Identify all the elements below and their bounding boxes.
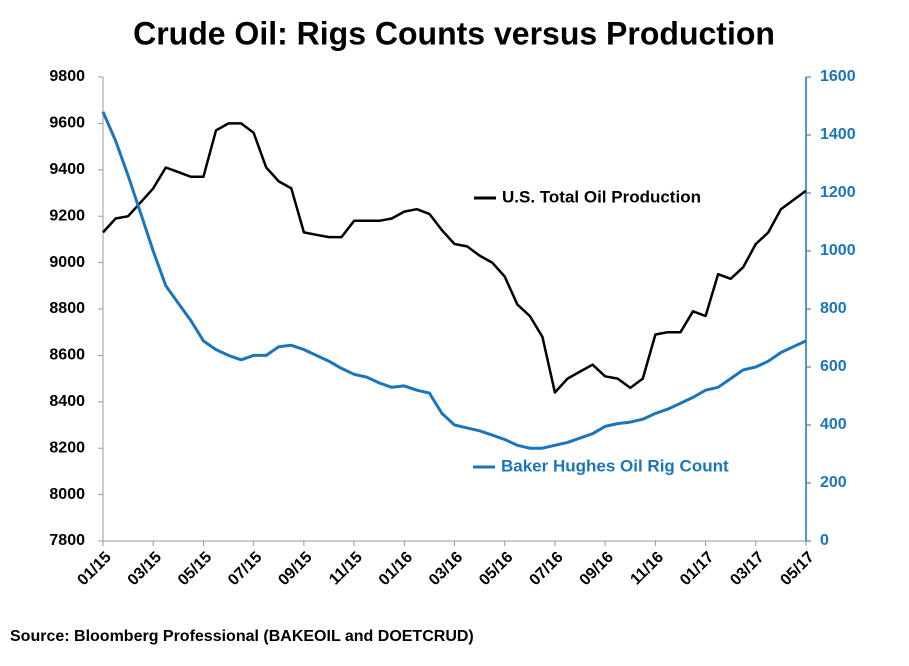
data-line — [102, 122, 807, 394]
y2-tick-label: 200 — [820, 474, 847, 491]
x-tick-label: 01/16 — [376, 549, 416, 589]
x-tick-label: 11/16 — [627, 549, 667, 589]
x-tick-label: 05/16 — [476, 549, 516, 589]
y2-tick-label: 1600 — [820, 68, 856, 85]
legend-label: U.S. Total Oil Production — [502, 187, 701, 206]
x-tick-label: 03/17 — [727, 549, 767, 589]
chart-title: Crude Oil: Rigs Counts versus Production — [133, 15, 775, 51]
x-tick-label: 09/16 — [577, 549, 617, 589]
y-tick-label: 9600 — [49, 115, 85, 132]
y2-tick-label: 1200 — [820, 184, 856, 201]
y-tick-label: 9400 — [49, 161, 85, 178]
y-tick-label: 8000 — [49, 486, 85, 503]
x-tick-label: 05/17 — [777, 549, 817, 589]
x-tick-label: 07/16 — [526, 549, 566, 589]
y2-tick-label: 1400 — [820, 126, 856, 143]
source-note: Source: Bloomberg Professional (BAKEOIL … — [10, 628, 474, 645]
x-tick-label: 01/15 — [74, 549, 114, 589]
data-line — [101, 111, 807, 450]
y-tick-label: 8400 — [49, 393, 85, 410]
y2-tick-label: 400 — [820, 416, 847, 433]
y-tick-label: 8200 — [49, 439, 85, 456]
x-tick-label: 03/15 — [125, 549, 165, 589]
y-tick-label: 7800 — [49, 532, 85, 549]
legend-label: Baker Hughes Oil Rig Count — [501, 456, 729, 475]
y2-tick-label: 800 — [820, 300, 847, 317]
y2-tick-label: 600 — [820, 358, 847, 375]
x-tick-label: 07/15 — [225, 549, 265, 589]
y2-tick-label: 1000 — [820, 242, 856, 259]
y-tick-label: 9200 — [49, 207, 85, 224]
x-tick-label: 01/17 — [677, 549, 717, 589]
y-tick-label: 8600 — [49, 347, 85, 364]
x-tick-label: 11/15 — [326, 549, 366, 589]
x-tick-label: 09/15 — [275, 549, 315, 589]
x-tick-label: 05/15 — [175, 549, 215, 589]
y-tick-label: 8800 — [49, 300, 85, 317]
y2-tick-label: 0 — [820, 532, 829, 549]
x-tick-label: 03/16 — [426, 549, 466, 589]
y-tick-label: 9000 — [49, 254, 85, 271]
y-tick-label: 9800 — [49, 68, 85, 85]
